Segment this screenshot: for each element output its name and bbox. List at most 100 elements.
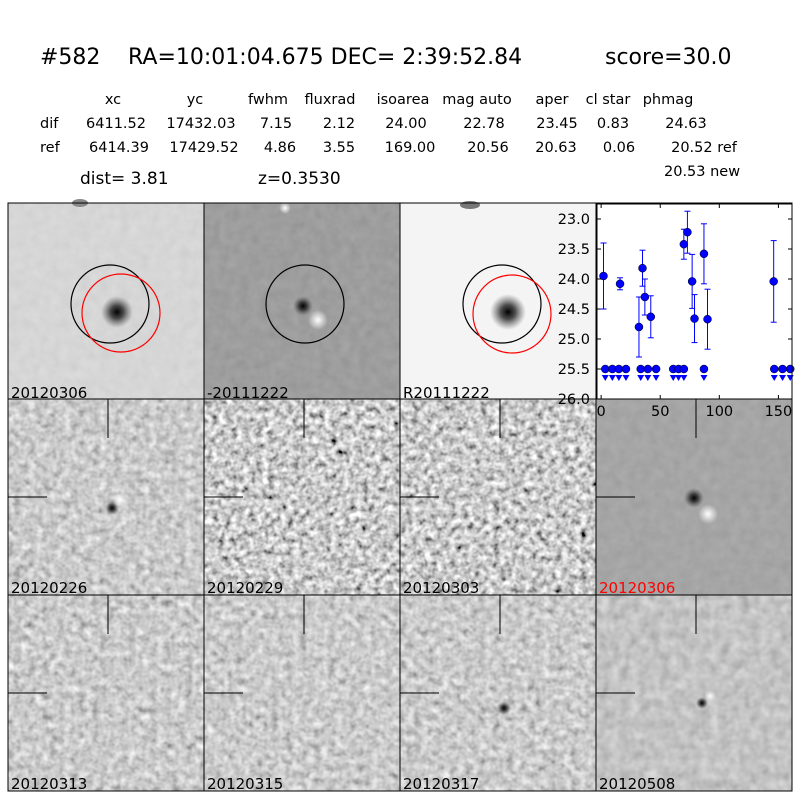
data-point — [651, 364, 661, 374]
stamp — [596, 399, 792, 595]
y-tick-label: 23.0 — [558, 212, 590, 228]
data-point — [634, 322, 644, 332]
upper-limit-arrow — [669, 375, 677, 381]
data-point — [769, 277, 778, 286]
data-point — [643, 364, 653, 374]
stamp-label: 20120508 — [599, 775, 675, 793]
table-cell: 23.45 — [536, 116, 578, 132]
light-curve: 23.0 23.5 24.0 24.5 25.0 25.5 26.0 0 50 100 150 — [558, 203, 795, 420]
table-cell: 6411.52 — [86, 116, 146, 132]
coordinates: RA=10:01:04.675 DEC= 2:39:52.84 — [128, 45, 522, 70]
stamp — [8, 199, 204, 399]
data-point — [599, 271, 608, 281]
score: score=30.0 — [605, 45, 732, 70]
column-header: xc — [105, 92, 121, 108]
table-cell: 0.06 — [603, 140, 635, 156]
candidate-id: #582 — [40, 45, 100, 70]
data-point — [615, 279, 625, 289]
stamp — [596, 595, 792, 791]
y-tick-label: 25.5 — [558, 362, 590, 378]
table-cell: 17429.52 — [169, 140, 238, 156]
upper-limit-arrow — [622, 375, 630, 381]
data-point — [699, 364, 709, 374]
stamp — [204, 399, 400, 595]
upper-limit-arrow — [644, 375, 652, 381]
stamp-label: 20120317 — [403, 775, 479, 793]
table-cell: 0.83 — [597, 116, 629, 132]
table-cell: 24.63 — [665, 116, 707, 132]
row-label: ref — [40, 140, 61, 156]
table-cell: 4.86 — [264, 140, 296, 156]
distance: dist= 3.81 — [80, 169, 169, 189]
stamp-label: 20120315 — [207, 775, 283, 793]
data-point — [679, 364, 689, 374]
column-header: fwhm — [248, 92, 288, 108]
stamp — [400, 201, 596, 399]
measurement-table: xc yc fwhm fluxrad isoarea mag auto aper cl sta… — [40, 92, 738, 156]
column-header: fluxrad — [305, 92, 356, 108]
plot-frame — [596, 203, 793, 400]
upper-limit-arrow — [615, 375, 623, 381]
column-header: isoarea — [377, 92, 430, 108]
data-point — [690, 314, 699, 323]
upper-limit-arrow — [652, 375, 660, 381]
y-tick-label: 23.5 — [558, 242, 590, 258]
redshift: z=0.3530 — [258, 169, 341, 189]
y-tick-label: 24.5 — [558, 302, 590, 318]
table-cell: 7.15 — [260, 116, 292, 132]
upper-limit-arrow — [680, 375, 688, 381]
table-cell: 3.55 — [323, 140, 355, 156]
stamp — [400, 399, 596, 595]
table-cell: 169.00 — [385, 140, 436, 156]
stamp-label: R20111222 — [403, 384, 490, 402]
table-cell: 20.52 ref — [671, 140, 738, 156]
table-cell: 22.78 — [463, 116, 505, 132]
data-point — [614, 364, 624, 374]
data-point — [778, 364, 787, 374]
x-tick-label: 100 — [705, 404, 733, 420]
stamp-label: -20111222 — [207, 384, 289, 402]
table-cell: 6414.39 — [89, 140, 149, 156]
stamp — [204, 202, 400, 399]
data-point — [601, 364, 610, 374]
stamp-label: 20120306 — [11, 384, 87, 402]
row-label: dif — [40, 116, 59, 132]
column-header: yc — [187, 92, 204, 108]
table-cell: 20.63 — [535, 140, 577, 156]
data-point — [770, 364, 779, 374]
column-header: cl star — [586, 92, 631, 108]
upper-limit-arrow — [608, 375, 616, 381]
stamp — [204, 595, 400, 791]
x-tick-label: 50 — [651, 404, 669, 420]
table-cell: 24.00 — [385, 116, 427, 132]
data-point — [621, 364, 631, 374]
table-cell: 20.56 — [467, 140, 509, 156]
y-tick-label: 25.0 — [558, 332, 590, 348]
x-tick-label: 150 — [765, 404, 793, 420]
data-point — [636, 364, 645, 374]
stamp — [8, 399, 204, 595]
column-header: phmag — [643, 92, 694, 108]
stamp-label: 20120229 — [207, 579, 283, 597]
stamp — [400, 595, 596, 791]
data-point — [638, 263, 647, 273]
data-point — [646, 312, 656, 322]
stamp-label: 20120303 — [403, 579, 479, 597]
data-point — [699, 249, 709, 259]
stamp — [8, 595, 204, 791]
data-point — [703, 314, 712, 324]
y-tick-label: 24.0 — [558, 272, 590, 288]
upper-limit-arrow — [770, 375, 778, 381]
stamp-label: 20120306 — [599, 579, 675, 597]
stamp-label: 20120313 — [11, 775, 87, 793]
upper-limit-arrow — [700, 375, 708, 381]
upper-limit-arrow — [779, 375, 787, 381]
data-point — [683, 227, 692, 237]
upper-limit-arrow — [601, 375, 609, 381]
data-point — [687, 277, 697, 286]
data-point — [640, 292, 650, 302]
table-cell: 2.12 — [323, 116, 355, 132]
x-tick-label: 0 — [597, 404, 606, 420]
table-cell: 17432.03 — [166, 116, 235, 132]
